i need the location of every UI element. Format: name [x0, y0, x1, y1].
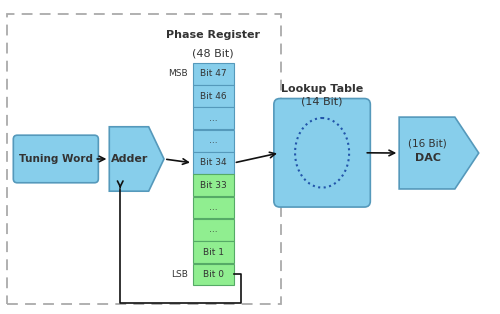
Text: Phase Register: Phase Register: [166, 30, 260, 40]
Text: (14 Bit): (14 Bit): [302, 97, 343, 107]
Bar: [193, 85, 234, 107]
FancyBboxPatch shape: [14, 135, 98, 183]
Bar: [193, 197, 234, 219]
Text: Lookup Table: Lookup Table: [281, 84, 363, 94]
Text: Bit 47: Bit 47: [200, 69, 226, 78]
Polygon shape: [110, 127, 164, 191]
Text: LSB: LSB: [171, 270, 188, 279]
Text: MSB: MSB: [168, 69, 188, 78]
Text: ...: ...: [209, 225, 218, 234]
Text: ...: ...: [209, 203, 218, 212]
Text: Bit 34: Bit 34: [200, 159, 226, 167]
Text: Adder: Adder: [112, 154, 149, 164]
Bar: [193, 107, 234, 129]
Text: Bit 1: Bit 1: [202, 248, 224, 257]
Text: Bit 33: Bit 33: [200, 181, 226, 190]
Bar: [193, 152, 234, 174]
Text: (48 Bit): (48 Bit): [192, 48, 234, 58]
Bar: [193, 130, 234, 152]
Text: Bit 0: Bit 0: [202, 270, 224, 279]
Bar: [193, 174, 234, 196]
Bar: [193, 241, 234, 263]
Text: DAC: DAC: [415, 153, 441, 163]
Bar: [193, 219, 234, 241]
Bar: [193, 263, 234, 285]
Text: ...: ...: [209, 136, 218, 145]
FancyBboxPatch shape: [274, 99, 370, 207]
Polygon shape: [399, 117, 478, 189]
Text: ...: ...: [209, 114, 218, 123]
Text: Tuning Word: Tuning Word: [19, 154, 93, 164]
Bar: [193, 63, 234, 85]
Text: Bit 46: Bit 46: [200, 92, 226, 100]
Text: (16 Bit): (16 Bit): [408, 138, 447, 148]
